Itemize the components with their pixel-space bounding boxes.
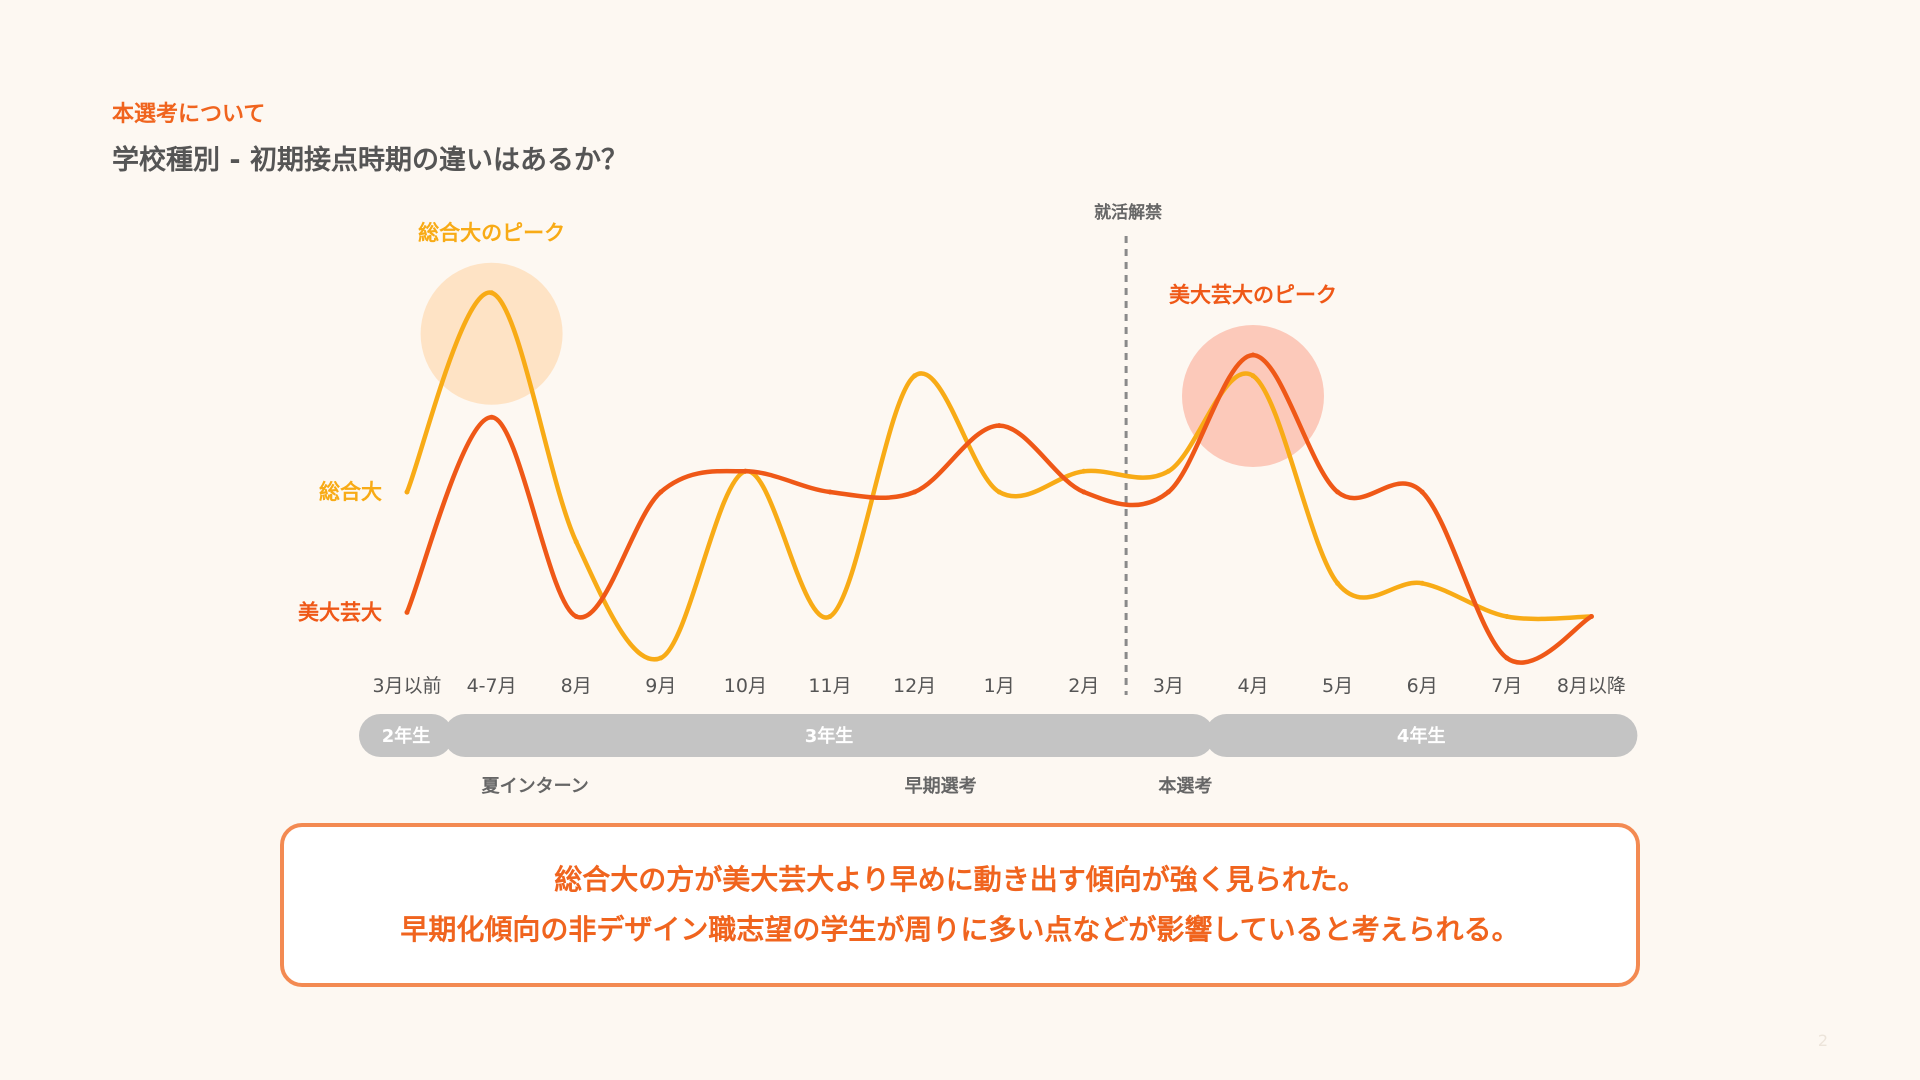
data-point: [912, 373, 918, 379]
phase-bar: [443, 714, 1215, 757]
data-point: [996, 423, 1002, 429]
data-point: [1165, 489, 1171, 495]
x-tick-label: 8月以降: [1557, 675, 1626, 697]
series-line: [404, 352, 1594, 665]
x-tick-label: 6月: [1407, 675, 1438, 697]
x-tick-label: 1月: [984, 675, 1015, 697]
x-tick-label: 2月: [1068, 675, 1099, 697]
series-line: [404, 290, 1594, 662]
data-point: [742, 468, 748, 474]
data-point: [1419, 489, 1425, 495]
phase-label: 4年生: [1397, 725, 1446, 747]
x-tick-label: 4-7月: [467, 675, 517, 697]
data-point: [1335, 580, 1341, 586]
data-point: [1250, 373, 1256, 379]
data-point: [912, 489, 918, 495]
peak-highlight: [1182, 325, 1324, 468]
milestone-label: 本選考: [1158, 775, 1212, 797]
data-point: [996, 489, 1002, 495]
section-label: 本選考について: [112, 102, 266, 127]
summary-line-1: 総合大の方が美大芸大より早めに動き出す傾向が強く見られた。: [554, 863, 1366, 896]
summary-callout: 総合大の方が美大芸大より早めに動き出す傾向が強く見られた。 早期化傾向の非デザイ…: [280, 823, 1640, 987]
x-tick-label: 7月: [1491, 675, 1522, 697]
x-tick-label: 4月: [1237, 675, 1268, 697]
data-point: [1588, 614, 1594, 619]
page-number: 2: [1817, 1031, 1828, 1050]
summary-line-2: 早期化傾向の非デザイン職志望の学生が周りに多い点などが影響していると考えられる。: [400, 913, 1520, 946]
page-title: 学校種別 - 初期接点時期の違いはあるか？: [112, 145, 629, 176]
data-point: [658, 489, 664, 495]
data-point: [1081, 489, 1087, 495]
event-marker-label: 就活解禁: [1094, 202, 1162, 223]
x-tick-label: 3月: [1153, 675, 1184, 697]
x-tick-label: 5月: [1322, 675, 1353, 697]
x-tick-label: 10月: [724, 675, 767, 697]
x-tick-label: 8月: [561, 675, 592, 697]
phase-bar: [359, 714, 453, 757]
milestone-label: 早期選考: [905, 775, 977, 797]
x-tick-label: 12月: [893, 675, 936, 697]
annotation-label: 総合大のピーク: [418, 221, 565, 245]
data-point: [1504, 614, 1510, 619]
data-point: [1165, 468, 1171, 474]
data-point: [658, 655, 664, 661]
data-point: [573, 539, 579, 545]
data-point: [1419, 580, 1425, 586]
x-tick-label: 9月: [645, 675, 676, 697]
data-point: [404, 609, 410, 615]
data-point: [489, 290, 495, 296]
phase-label: 2年生: [382, 725, 431, 747]
annotation-label: 美大芸大のピーク: [1169, 283, 1337, 307]
x-tick-label: 11月: [808, 675, 851, 697]
phase-label: 3年生: [805, 725, 854, 747]
data-point: [404, 489, 410, 495]
milestone-label: 夏インターン: [482, 776, 589, 797]
data-point: [573, 614, 579, 619]
data-point: [827, 489, 833, 495]
data-point: [1335, 489, 1341, 495]
legend-label: 総合大: [319, 480, 382, 504]
x-tick-label: 3月以前: [372, 675, 441, 697]
data-point: [489, 414, 495, 420]
legend-label: 美大芸大: [298, 600, 382, 624]
data-point: [1504, 655, 1510, 661]
data-point: [1250, 352, 1256, 358]
phase-bar: [1205, 714, 1638, 757]
data-point: [827, 614, 833, 619]
data-point: [1081, 468, 1087, 474]
